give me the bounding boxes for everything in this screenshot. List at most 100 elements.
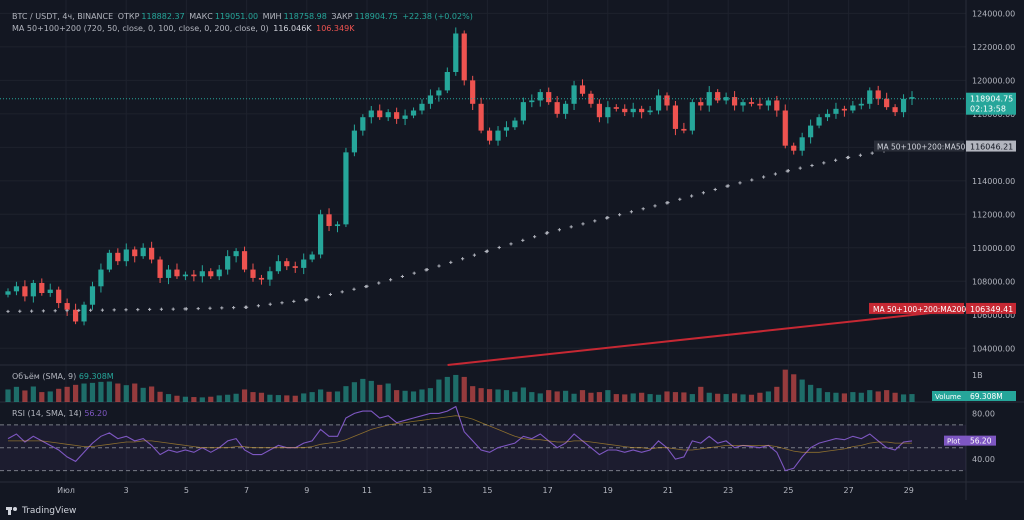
- volume-header[interactable]: Объём (SMA, 9) 69.308M: [12, 372, 114, 381]
- candle-body[interactable]: [833, 108, 839, 114]
- candle-body[interactable]: [605, 107, 611, 118]
- candle-body[interactable]: [72, 309, 79, 322]
- candle-body[interactable]: [520, 102, 526, 121]
- candle-body[interactable]: [89, 286, 96, 305]
- candle-body[interactable]: [191, 274, 197, 277]
- candle-body[interactable]: [630, 108, 636, 113]
- candle-body[interactable]: [64, 303, 70, 310]
- candle-body[interactable]: [655, 95, 662, 111]
- candle-body[interactable]: [816, 117, 822, 126]
- candle-body[interactable]: [199, 271, 205, 277]
- candle-body[interactable]: [774, 100, 780, 111]
- candle-body[interactable]: [512, 120, 518, 128]
- candle-body[interactable]: [444, 71, 450, 91]
- candle-body[interactable]: [47, 289, 53, 294]
- candle-body[interactable]: [149, 247, 155, 260]
- candle-body[interactable]: [241, 251, 248, 270]
- candle-body[interactable]: [208, 271, 214, 277]
- candle-body[interactable]: [258, 277, 265, 280]
- candle-body[interactable]: [165, 269, 172, 278]
- candle-body[interactable]: [106, 252, 112, 270]
- candle-body[interactable]: [858, 103, 864, 106]
- ma200-line-label-box[interactable]: [869, 302, 964, 314]
- candle-body[interactable]: [115, 252, 121, 262]
- candle-body[interactable]: [596, 103, 603, 118]
- candle-body[interactable]: [740, 102, 746, 106]
- candle-body[interactable]: [377, 110, 383, 118]
- candle-body[interactable]: [546, 92, 552, 103]
- candle-body[interactable]: [681, 128, 687, 131]
- symbol-label[interactable]: BTC / USDT, 4ч, BINANCE: [12, 12, 114, 21]
- candle-body[interactable]: [765, 100, 771, 106]
- candle-body[interactable]: [174, 269, 180, 277]
- candle-body[interactable]: [216, 269, 222, 277]
- candle-body[interactable]: [563, 103, 569, 114]
- ma50-line-label-box[interactable]: [874, 140, 964, 152]
- candle-body[interactable]: [706, 92, 712, 106]
- candle-body[interactable]: [664, 95, 670, 106]
- candle-body[interactable]: [317, 214, 324, 255]
- candle-body[interactable]: [301, 259, 307, 268]
- candle-body[interactable]: [292, 266, 298, 268]
- ma-header[interactable]: MA 50+100+200 (720, 50, close, 0, 100, c…: [12, 24, 356, 33]
- candle-body[interactable]: [824, 113, 831, 118]
- candle-body[interactable]: [503, 127, 510, 131]
- candle-body[interactable]: [689, 102, 695, 131]
- candle-body[interactable]: [867, 90, 873, 104]
- candle-body[interactable]: [385, 112, 391, 118]
- candle-body[interactable]: [284, 261, 290, 267]
- rsi-header[interactable]: RSI (14, SMA, 14) 56.20: [12, 409, 107, 418]
- candle-body[interactable]: [841, 108, 848, 111]
- candle-body[interactable]: [351, 130, 357, 153]
- candle-body[interactable]: [529, 100, 535, 103]
- candle-body[interactable]: [892, 107, 898, 113]
- candle-body[interactable]: [402, 115, 408, 119]
- candle-body[interactable]: [275, 261, 281, 272]
- candle-body[interactable]: [909, 97, 915, 99]
- candle-body[interactable]: [343, 152, 349, 225]
- candle-body[interactable]: [554, 102, 560, 114]
- candle-body[interactable]: [613, 107, 619, 109]
- candle-body[interactable]: [461, 33, 467, 81]
- candle-body[interactable]: [233, 251, 239, 257]
- candle-body[interactable]: [537, 92, 543, 101]
- candle-body[interactable]: [900, 98, 907, 113]
- candle-body[interactable]: [698, 102, 704, 106]
- candle-body[interactable]: [225, 256, 231, 270]
- candle-body[interactable]: [436, 90, 442, 96]
- candle-body[interactable]: [470, 80, 476, 104]
- candle-body[interactable]: [495, 130, 501, 141]
- candle-body[interactable]: [326, 214, 332, 227]
- candle-body[interactable]: [360, 117, 366, 131]
- candle-body[interactable]: [647, 110, 653, 113]
- candle-body[interactable]: [98, 269, 104, 287]
- candle-body[interactable]: [486, 130, 493, 141]
- candle-body[interactable]: [639, 108, 645, 113]
- candle-body[interactable]: [123, 249, 129, 262]
- candle-body[interactable]: [22, 286, 28, 297]
- candle-body[interactable]: [410, 110, 417, 116]
- candle-body[interactable]: [757, 103, 763, 106]
- candle-body[interactable]: [368, 110, 374, 118]
- candle-body[interactable]: [419, 103, 425, 111]
- candle-body[interactable]: [791, 145, 797, 151]
- candle-body[interactable]: [672, 105, 679, 129]
- candle-body[interactable]: [182, 274, 189, 277]
- candle-body[interactable]: [140, 247, 146, 257]
- candle-body[interactable]: [81, 304, 87, 322]
- candle-body[interactable]: [782, 110, 788, 146]
- candle-body[interactable]: [157, 259, 163, 278]
- candle-body[interactable]: [875, 90, 881, 99]
- candle-body[interactable]: [334, 224, 341, 227]
- last-price-badge[interactable]: [966, 92, 1016, 115]
- candle-body[interactable]: [39, 282, 45, 294]
- candle-body[interactable]: [250, 269, 256, 278]
- candle-body[interactable]: [850, 105, 856, 111]
- candle-body[interactable]: [748, 102, 755, 104]
- candle-body[interactable]: [13, 286, 20, 292]
- candle-body[interactable]: [267, 271, 273, 280]
- candle-body[interactable]: [715, 92, 721, 101]
- candle-body[interactable]: [799, 137, 805, 151]
- candle-body[interactable]: [132, 249, 138, 257]
